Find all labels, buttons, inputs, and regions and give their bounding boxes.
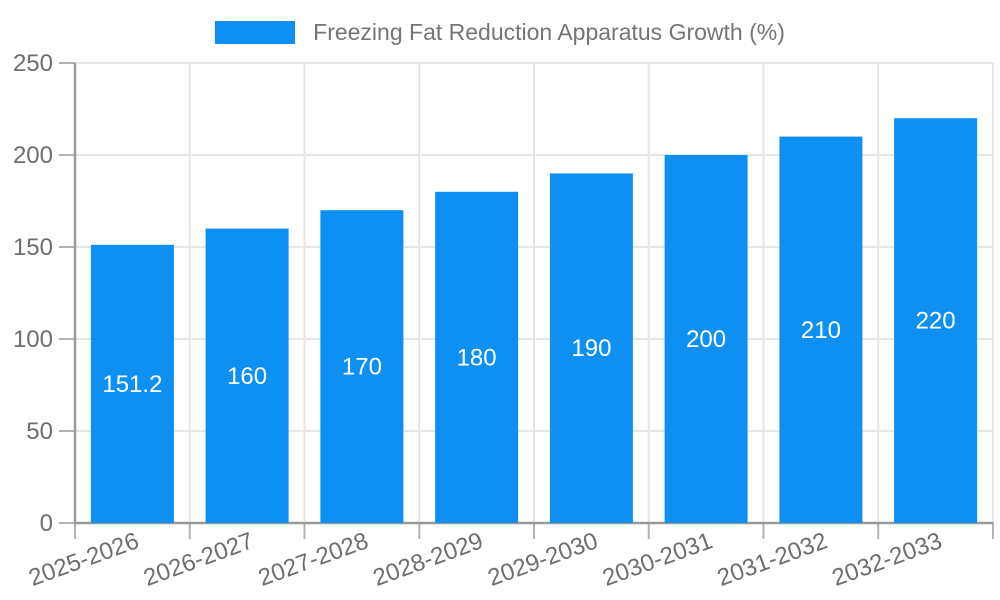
bar-value-label: 180 <box>457 344 497 371</box>
x-tick-label: 2028-2029 <box>370 527 487 592</box>
bar[interactable] <box>894 118 978 523</box>
bar[interactable] <box>435 191 519 524</box>
y-tick-label: 50 <box>26 418 53 445</box>
bar-value-label: 190 <box>571 335 611 362</box>
x-tick-label: 2030-2031 <box>599 527 716 592</box>
bar[interactable] <box>664 155 748 523</box>
x-tick-label: 2032-2033 <box>829 527 946 592</box>
legend-item[interactable]: Freezing Fat Reduction Apparatus Growth … <box>0 21 1000 44</box>
x-tick-label: 2027-2028 <box>255 527 372 592</box>
bar-value-label: 210 <box>801 317 841 344</box>
y-tick-label: 250 <box>13 50 53 77</box>
bar-value-label: 160 <box>227 363 267 390</box>
y-tick-label: 100 <box>13 326 53 353</box>
bar[interactable] <box>205 228 289 523</box>
bar-value-label: 151.2 <box>102 371 162 398</box>
y-tick-label: 0 <box>40 510 53 537</box>
legend-swatch-icon <box>215 21 296 44</box>
y-tick-label: 150 <box>13 234 53 261</box>
bar[interactable] <box>549 173 633 523</box>
x-tick-label: 2031-2032 <box>714 527 831 592</box>
bar-value-label: 220 <box>916 308 956 335</box>
bar[interactable] <box>779 136 863 523</box>
bar-value-label: 170 <box>342 354 382 381</box>
bar[interactable] <box>90 244 174 524</box>
y-tick-label: 200 <box>13 142 53 169</box>
x-tick-label: 2029-2030 <box>484 527 601 592</box>
bar[interactable] <box>320 210 404 523</box>
legend-label: Freezing Fat Reduction Apparatus Growth … <box>313 19 785 45</box>
bar-value-label: 200 <box>686 326 726 353</box>
x-tick-label: 2026-2027 <box>140 527 257 592</box>
